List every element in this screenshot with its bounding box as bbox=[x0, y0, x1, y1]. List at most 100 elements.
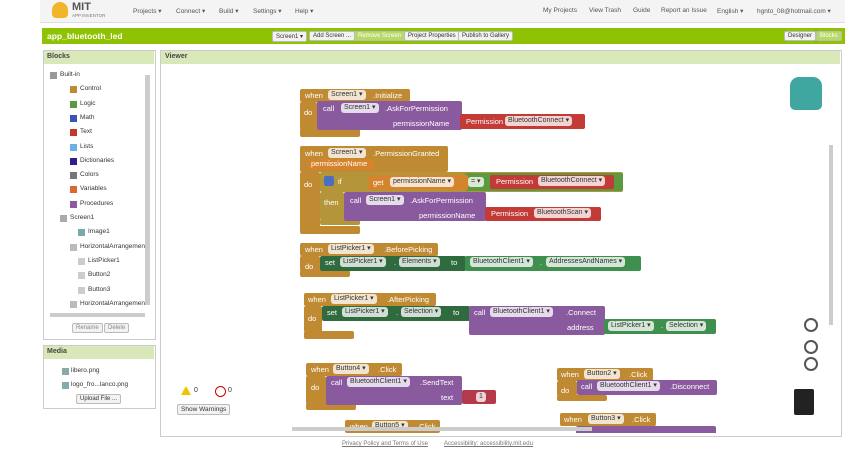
project-button[interactable]: Remove Screen bbox=[354, 31, 406, 41]
block-label: call bbox=[331, 378, 343, 387]
file-icon bbox=[62, 382, 69, 389]
top-link[interactable]: Report an Issue bbox=[661, 7, 707, 14]
block-dropdown[interactable]: Button3 ▾ bbox=[588, 414, 624, 424]
tree-icon bbox=[78, 286, 85, 294]
project-button[interactable]: Screen1 ▾ bbox=[272, 31, 308, 42]
menu[interactable]: Connect ▾ bbox=[176, 8, 206, 15]
block-dropdown[interactable]: permissionName ▾ bbox=[390, 177, 454, 187]
tree-item[interactable]: HorizontalArrangemen bbox=[80, 299, 146, 307]
block-dropdown[interactable]: Button2 ▾ bbox=[584, 369, 620, 379]
project-button[interactable]: Publish to Gallery bbox=[458, 31, 514, 41]
block-dropdown[interactable]: Button4 ▾ bbox=[333, 364, 369, 374]
error-icon bbox=[215, 386, 226, 397]
block-label: permissionName bbox=[393, 119, 450, 128]
block-label: to bbox=[453, 308, 460, 317]
tree-item[interactable]: Math bbox=[80, 113, 95, 121]
tree-item[interactable]: Button3 bbox=[88, 285, 111, 293]
block-dropdown[interactable]: Screen1 ▾ bbox=[328, 90, 366, 100]
view-button[interactable]: Blocks bbox=[816, 31, 842, 41]
block-dropdown[interactable]: AddressesAndNames ▾ bbox=[546, 257, 626, 267]
tree-item[interactable]: HorizontalArrangemen bbox=[80, 242, 146, 250]
upload-button[interactable]: Upload File ... bbox=[76, 394, 122, 404]
block-dropdown[interactable]: BluetoothClient1 ▾ bbox=[597, 381, 660, 391]
block-label: call bbox=[474, 308, 486, 317]
logo-sub: APP INVENTOR bbox=[72, 13, 106, 18]
block-dropdown[interactable]: Elements ▾ bbox=[399, 257, 440, 267]
tree-item[interactable]: ListPicker1 bbox=[88, 256, 120, 264]
tree-item[interactable]: Dictionaries bbox=[80, 156, 114, 164]
top-link[interactable]: hgnto_08@hotmail.com ▾ bbox=[757, 8, 831, 15]
block-dropdown[interactable]: Selection ▾ bbox=[401, 307, 442, 317]
block-dropdown[interactable]: BluetoothClient1 ▾ bbox=[347, 377, 410, 387]
tree-item[interactable]: Button2 bbox=[88, 271, 111, 279]
block-dropdown[interactable]: ListPicker1 ▾ bbox=[342, 307, 388, 317]
zoom-out[interactable] bbox=[804, 357, 818, 371]
panel-button[interactable]: Delete bbox=[104, 323, 130, 333]
block-label: set bbox=[325, 258, 336, 267]
project-button[interactable]: Project Properties bbox=[404, 31, 460, 41]
block-dropdown[interactable]: ListPicker1 ▾ bbox=[328, 244, 374, 254]
block-dropdown[interactable]: ListPicker1 ▾ bbox=[340, 257, 386, 267]
menu[interactable]: Help ▾ bbox=[295, 8, 314, 15]
view-button[interactable]: Designer bbox=[784, 31, 817, 41]
block-shape bbox=[300, 172, 320, 228]
block-dropdown[interactable]: Screen1 ▾ bbox=[328, 148, 366, 158]
media-file[interactable]: libero.png bbox=[71, 367, 100, 374]
tree-icon bbox=[70, 172, 77, 180]
project-button[interactable]: Add Screen ... bbox=[309, 31, 356, 41]
tree-item[interactable]: Procedures bbox=[80, 199, 114, 207]
tree-item[interactable]: Variables bbox=[80, 185, 107, 193]
project-name: app_bluetooth_led bbox=[47, 31, 123, 41]
tree-icon bbox=[78, 257, 85, 265]
h-scrollbar bbox=[292, 427, 592, 431]
block-shape bbox=[306, 403, 356, 410]
block-dropdown[interactable]: Screen1 ▾ bbox=[341, 103, 379, 113]
viewer-title: Viewer bbox=[165, 53, 188, 60]
block-dropdown[interactable]: BluetoothScan ▾ bbox=[534, 208, 591, 218]
zoom-in[interactable] bbox=[804, 340, 818, 354]
tree-item[interactable]: Control bbox=[80, 85, 101, 93]
footer-link[interactable]: Accessibility: accessibility.mit.edu bbox=[444, 441, 533, 447]
top-link[interactable]: View Trash bbox=[589, 7, 622, 14]
tree-item[interactable]: Text bbox=[80, 128, 92, 136]
block-shape bbox=[320, 219, 360, 225]
panel-button[interactable]: Rename bbox=[72, 323, 103, 333]
menu[interactable]: Projects ▾ bbox=[133, 8, 162, 15]
top-link[interactable]: English ▾ bbox=[717, 8, 744, 15]
block-dropdown[interactable]: BluetoothConnect ▾ bbox=[505, 116, 573, 126]
block-dropdown[interactable]: ListPicker1 ▾ bbox=[608, 321, 654, 331]
tree-item[interactable]: Colors bbox=[80, 171, 99, 179]
block-shape bbox=[300, 256, 320, 271]
tree-item[interactable]: Image1 bbox=[88, 228, 110, 236]
block-dropdown[interactable]: = ▾ bbox=[468, 177, 484, 187]
tree-item[interactable]: Lists bbox=[80, 142, 94, 150]
menu[interactable]: Build ▾ bbox=[219, 8, 239, 15]
media-title: Media bbox=[47, 348, 67, 355]
block-dropdown[interactable]: BluetoothClient1 ▾ bbox=[490, 307, 553, 317]
media-file[interactable]: logo_fro...lanco.png bbox=[71, 381, 129, 388]
backpack bbox=[790, 77, 822, 110]
tree-item[interactable]: Logic bbox=[80, 99, 96, 107]
tree-item[interactable]: Screen1 bbox=[70, 214, 95, 221]
blocks-title: Blocks bbox=[47, 53, 70, 60]
tree-icon bbox=[70, 143, 77, 151]
block-label: then bbox=[324, 198, 339, 207]
block-dropdown[interactable]: Button5 ▾ bbox=[372, 421, 408, 431]
trash[interactable] bbox=[794, 389, 814, 415]
block-dropdown[interactable]: BluetoothClient1 ▾ bbox=[470, 257, 533, 267]
warning-count: 0 bbox=[194, 387, 198, 394]
block-dropdown[interactable]: ListPicker1 ▾ bbox=[331, 294, 377, 304]
top-link[interactable]: Guide bbox=[633, 7, 651, 14]
top-link[interactable]: My Projects bbox=[543, 7, 577, 14]
footer-link[interactable]: Privacy Policy and Terms of Use bbox=[342, 441, 428, 447]
block-dropdown[interactable]: 1 bbox=[476, 392, 486, 402]
show-warnings-button[interactable]: Show Warnings bbox=[177, 404, 231, 415]
block-label: do bbox=[311, 383, 320, 392]
center-button[interactable] bbox=[804, 318, 818, 332]
tree-icon bbox=[70, 186, 77, 194]
block-dropdown[interactable]: BluetoothConnect ▾ bbox=[538, 176, 606, 186]
menu[interactable]: Settings ▾ bbox=[253, 8, 282, 15]
tree-item[interactable]: Built-in bbox=[60, 71, 80, 78]
block-dropdown[interactable]: Screen1 ▾ bbox=[366, 195, 404, 205]
block-dropdown[interactable]: Selection ▾ bbox=[666, 321, 707, 331]
